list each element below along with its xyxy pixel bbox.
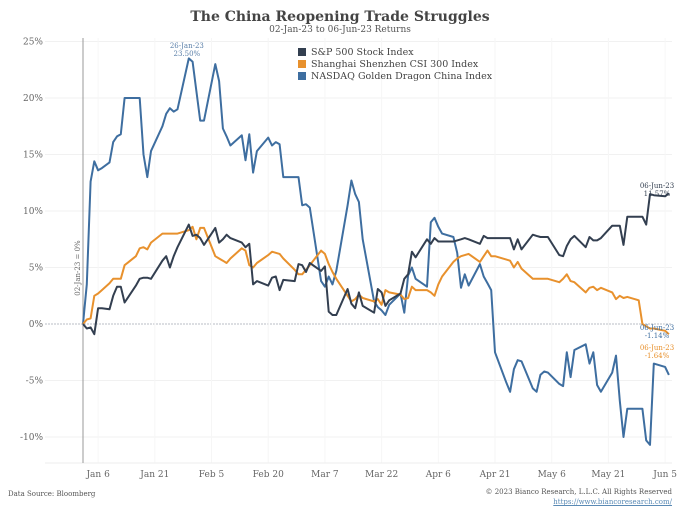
peak-date-label: 26-Jan-23 [170, 42, 204, 50]
csi-end-value-label: -1.64% [645, 352, 670, 360]
legend-label-csi300: Shanghai Shenzhen CSI 300 Index [311, 58, 479, 70]
csi300-line [82, 225, 670, 335]
x-tick-label: Jan 21 [139, 470, 169, 480]
website-link[interactable]: https://www.biancoresearch.com/ [553, 498, 672, 506]
x-tick-label: May 21 [591, 470, 625, 480]
y-tick-label: -10% [20, 433, 43, 443]
legend-swatch-csi300 [298, 60, 306, 68]
y-tick-label: 10% [23, 207, 43, 217]
gd-end-date-label: 06-Jun-23 [640, 324, 674, 332]
y-tick-label: 20% [23, 94, 43, 104]
chart-subtitle: 02-Jan-23 to 06-Jun-23 Returns [269, 25, 411, 35]
legend-swatch-spx [298, 48, 306, 56]
legend-swatch-golden-dragon [298, 72, 306, 80]
legend-item-golden-dragon: NASDAQ Golden Dragon China Index [298, 70, 492, 82]
series-lines [82, 57, 670, 446]
x-tick-label: Mar 22 [365, 470, 398, 480]
y-tick-label: -5% [26, 377, 44, 387]
x-tick-label: May 6 [538, 470, 567, 480]
x-tick-label: Mar 7 [311, 470, 339, 480]
y-tick-label: 5% [29, 264, 44, 274]
spx-line [82, 192, 670, 336]
x-tick-label: Apr 21 [479, 470, 511, 480]
x-tick-label: Apr 6 [425, 470, 451, 480]
csi-end-date-label: 06-Jun-23 [640, 344, 674, 352]
x-tick-label: Feb 20 [253, 470, 284, 480]
gd-end-value-label: -1.14% [645, 332, 670, 340]
y-axis-ticks: 25% 20% 15% 10% 5% 0% -5% -10% [20, 38, 43, 444]
chart-title: The China Reopening Trade Struggles [190, 9, 490, 25]
x-tick-label: Jan 6 [85, 470, 110, 480]
legend-label-spx: S&P 500 Stock Index [311, 46, 414, 58]
start-date-label: 02-Jan-23 = 0% [74, 240, 82, 296]
peak-value-label: 23.50% [173, 50, 200, 58]
golden-dragon-line [82, 57, 670, 446]
y-tick-label: 15% [23, 151, 43, 161]
x-axis-ticks: Jan 6 Jan 21 Feb 5 Feb 20 Mar 7 Mar 22 Apr 6 Ap… [85, 470, 677, 480]
data-source: Data Source: Bloomberg [8, 490, 96, 498]
legend-item-spx: S&P 500 Stock Index [298, 46, 492, 58]
x-tick-label: Feb 5 [199, 470, 225, 480]
spx-end-date-label: 06-Jun-23 [640, 182, 674, 190]
copyright-text: © 2023 Bianco Research, L.L.C. All Right… [485, 488, 673, 496]
footer-credits: © 2023 Bianco Research, L.L.C. All Right… [486, 487, 673, 507]
x-tick-label: Jun 5 [652, 470, 677, 480]
y-tick-label: 0% [29, 320, 44, 330]
legend-item-csi300: Shanghai Shenzhen CSI 300 Index [298, 58, 492, 70]
y-tick-label: 25% [23, 38, 43, 48]
legend-label-golden-dragon: NASDAQ Golden Dragon China Index [311, 70, 493, 82]
spx-end-value-label: 11.57% [644, 190, 671, 198]
grid-lines [45, 38, 672, 464]
chart-legend: S&P 500 Stock Index Shanghai Shenzhen CS… [298, 46, 492, 82]
